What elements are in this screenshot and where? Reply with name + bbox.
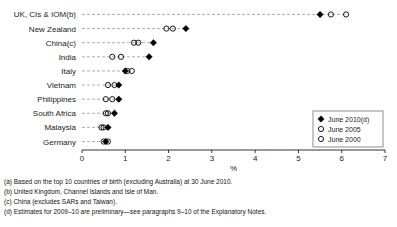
point	[111, 110, 117, 116]
y-tick-label: Philippines	[37, 95, 76, 104]
legend-box	[313, 111, 383, 147]
guide-line	[82, 56, 149, 57]
point	[105, 139, 110, 144]
y-tick-label: South Africa	[33, 109, 77, 118]
y-tick-label: China(c)	[46, 39, 77, 48]
plot-area	[82, 11, 349, 144]
point	[110, 97, 115, 102]
guide-line	[82, 113, 114, 114]
x-axis-line	[82, 150, 385, 151]
x-tick	[341, 150, 342, 153]
y-tick-label: Vietnam	[47, 81, 77, 90]
point	[105, 124, 111, 130]
y-tick-label: UK, CIs & IOM(b)	[14, 10, 77, 19]
point	[150, 40, 156, 46]
x-axis-label: %	[230, 164, 237, 173]
y-tick-label: India	[59, 53, 77, 62]
point	[116, 82, 122, 88]
x-tick	[125, 150, 126, 153]
point	[146, 54, 152, 60]
legend-marker	[318, 116, 324, 122]
point	[343, 12, 348, 17]
point	[99, 125, 104, 130]
x-tick	[255, 150, 256, 153]
point	[170, 26, 175, 31]
x-tick	[298, 150, 299, 153]
guide-line	[82, 99, 119, 100]
x-tick-label: 0	[80, 154, 85, 163]
legend-label: June 2005	[328, 126, 361, 133]
point	[112, 82, 117, 87]
x-tick	[168, 150, 169, 153]
point	[164, 26, 169, 31]
x-tick-label: 6	[339, 154, 344, 163]
point	[116, 96, 122, 102]
y-tick-label: Germany	[43, 138, 76, 147]
legend-marker	[318, 126, 323, 131]
point	[328, 12, 333, 17]
footnote: (a) Based on the top 10 countries of bir…	[4, 178, 233, 186]
legend-label: June 2010(d)	[328, 116, 369, 124]
point	[103, 97, 108, 102]
point	[118, 54, 123, 59]
y-tick-label: Italy	[61, 67, 76, 76]
x-tick	[82, 150, 83, 153]
guide-line	[82, 14, 346, 15]
footnote: (d) Estimates for 2009–10 are preliminar…	[4, 208, 267, 216]
point	[317, 11, 323, 17]
x-tick	[385, 150, 386, 153]
point	[105, 82, 110, 87]
x-tick-label: 5	[296, 154, 301, 163]
x-tick-label: 1	[123, 154, 128, 163]
point	[183, 25, 189, 31]
footnote: (c) China (excludes SARs and Taiwan).	[4, 198, 117, 206]
legend-label: June 2000	[328, 136, 361, 143]
x-tick	[211, 150, 212, 153]
guide-line	[82, 42, 153, 43]
x-tick-label: 3	[210, 154, 215, 163]
x-tick-label: 7	[383, 154, 388, 163]
point	[131, 40, 136, 45]
chart: 0 1 2 3 4 5 6 7% Germany Malaysia South Africa Phil…	[0, 0, 397, 227]
point	[103, 111, 108, 116]
guide-line	[82, 85, 119, 86]
y-tick-label: Malaysia	[44, 123, 76, 132]
x-tick-label: 4	[253, 154, 258, 163]
footnote: (b) United Kingdom, Channel Islands and …	[4, 188, 158, 196]
legend-marker	[318, 136, 323, 141]
x-tick-label: 2	[166, 154, 171, 163]
legend: June 2010(d) June 2005 June 2000	[313, 111, 383, 147]
y-tick-label: New Zealand	[29, 25, 76, 34]
point	[129, 68, 134, 73]
point	[110, 54, 115, 59]
